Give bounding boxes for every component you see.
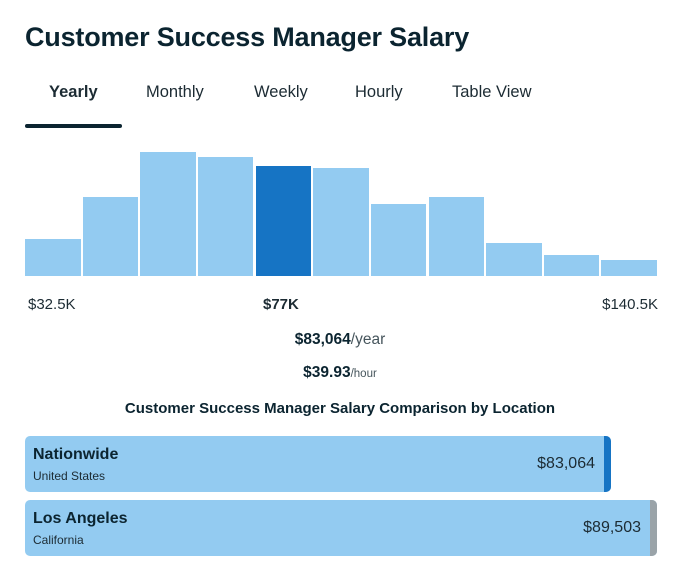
location-name: Nationwide: [33, 446, 119, 463]
page-title: Customer Success Manager Salary: [25, 22, 470, 52]
axis-median-label: $77K: [263, 296, 299, 313]
histogram-bar[interactable]: [370, 204, 427, 276]
location-marker: [650, 500, 657, 556]
location-name: Los Angeles: [33, 510, 128, 527]
axis-max-label: $140.5K: [602, 296, 658, 313]
average-yearly-salary: $83,064/year: [0, 331, 680, 349]
location-row-nationwide[interactable]: Nationwide United States $83,064: [25, 436, 611, 492]
histogram-bar[interactable]: [140, 152, 196, 276]
location-region: California: [33, 533, 84, 547]
salary-histogram: [25, 140, 657, 276]
histogram-bar[interactable]: [428, 197, 485, 276]
yearly-unit: /year: [350, 331, 386, 348]
tab-monthly[interactable]: Monthly: [146, 83, 204, 101]
location-salary: $83,064: [537, 455, 595, 472]
histogram-bar[interactable]: [601, 260, 657, 276]
location-row-los-angeles[interactable]: Los Angeles California $89,503: [25, 500, 657, 556]
histogram-bar[interactable]: [313, 168, 369, 276]
tab-table-view[interactable]: Table View: [452, 83, 532, 101]
salary-period-tabs: Yearly Monthly Weekly Hourly Table View: [25, 80, 665, 128]
histogram-bar[interactable]: [486, 243, 542, 276]
histogram-bar[interactable]: [197, 157, 254, 276]
tab-hourly[interactable]: Hourly: [355, 83, 403, 101]
histogram-bar[interactable]: [543, 255, 600, 276]
location-marker: [604, 436, 611, 492]
average-hourly-salary: $39.93/hour: [0, 364, 680, 382]
histogram-bar[interactable]: [82, 197, 139, 276]
location-region: United States: [33, 469, 106, 483]
tab-yearly[interactable]: Yearly: [49, 83, 98, 101]
axis-min-label: $32.5K: [28, 296, 76, 313]
comparison-title: Customer Success Manager Salary Comparis…: [124, 400, 556, 417]
location-salary: $89,503: [583, 519, 641, 536]
histogram-bar[interactable]: [25, 239, 81, 276]
tab-weekly[interactable]: Weekly: [254, 83, 308, 101]
hourly-amount: $39.93: [303, 364, 351, 381]
hourly-unit: /hour: [350, 368, 377, 380]
histogram-bar-median[interactable]: [255, 166, 312, 276]
yearly-amount: $83,064: [294, 331, 351, 348]
active-tab-underline: [25, 124, 122, 128]
